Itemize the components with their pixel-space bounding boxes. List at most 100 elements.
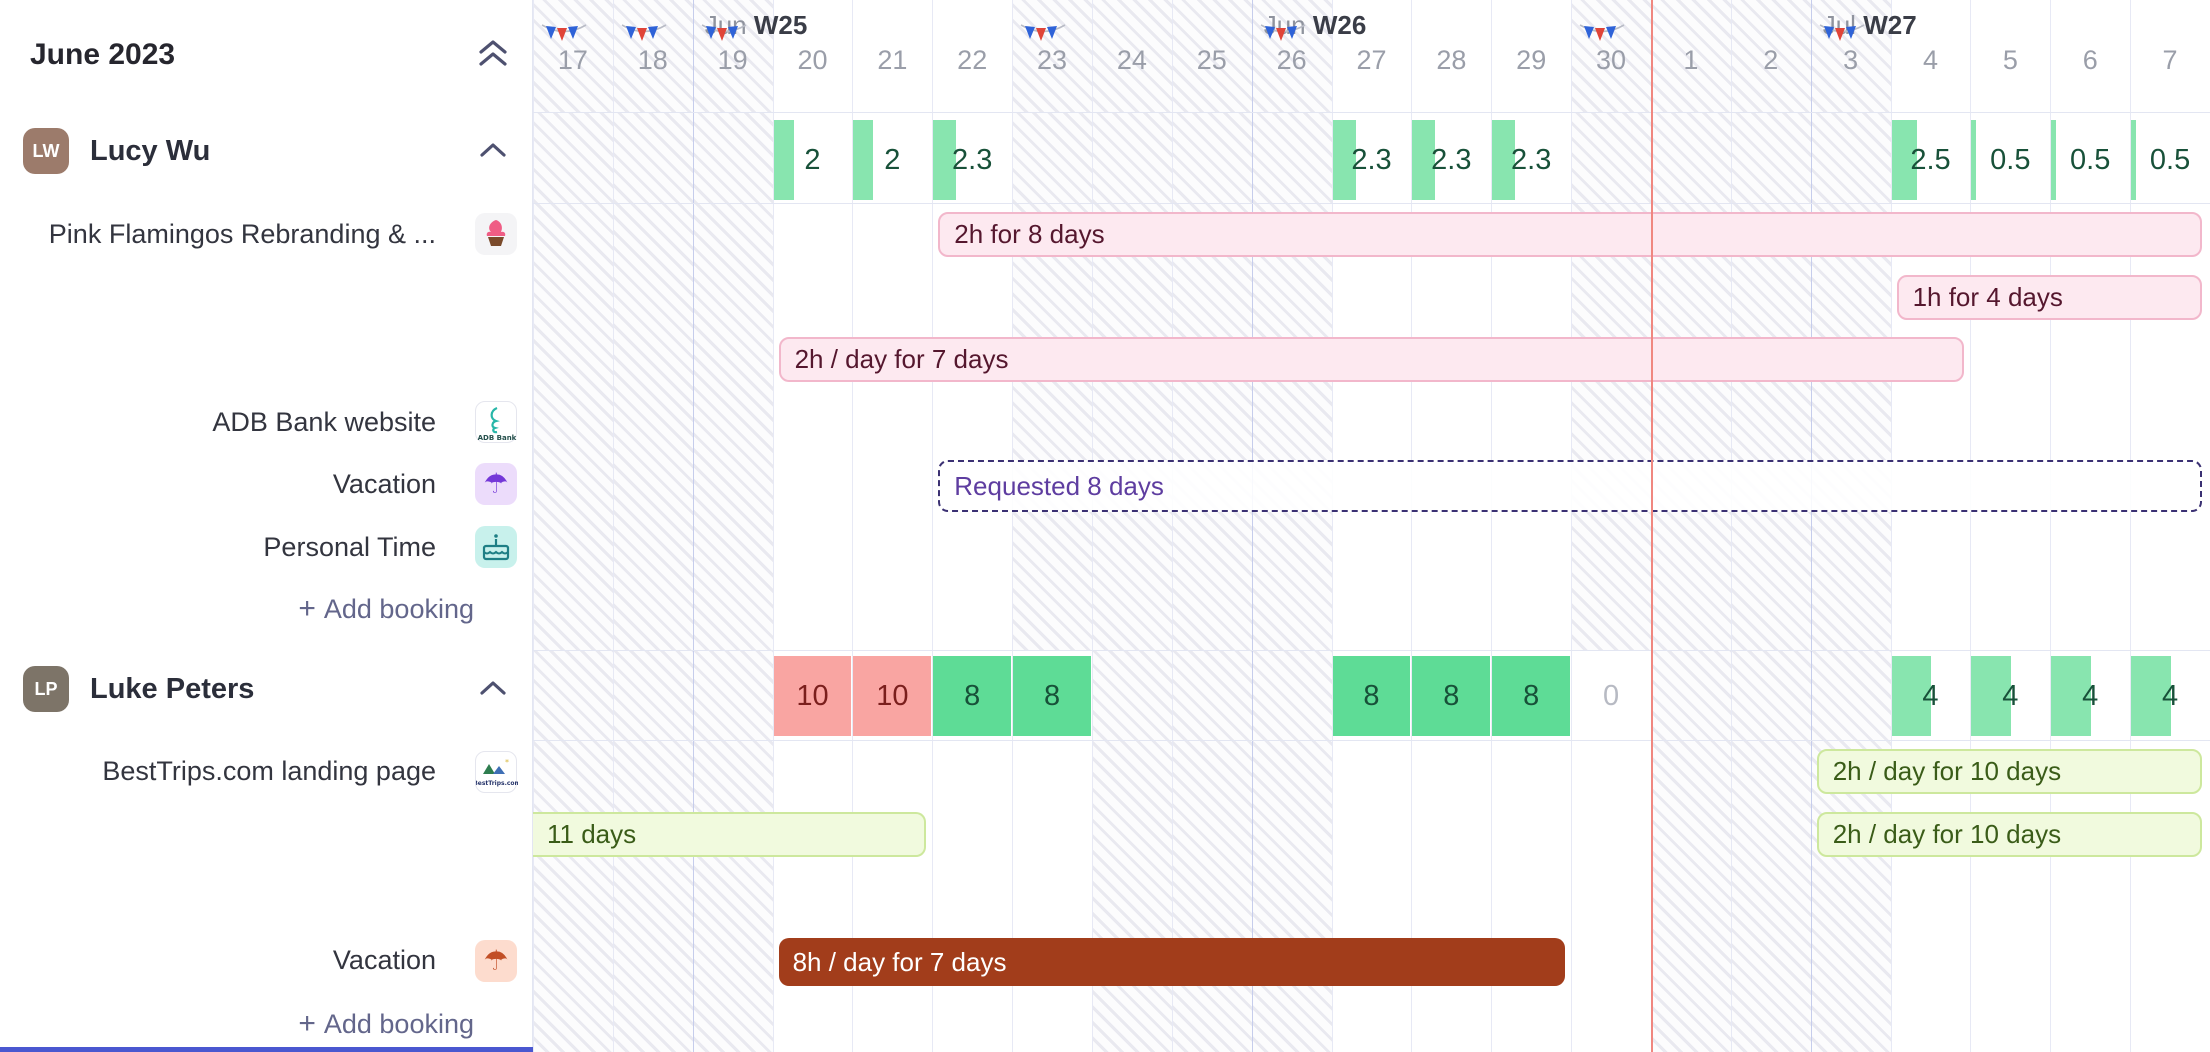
capacity-fill-strip bbox=[1971, 120, 1977, 200]
capacity-value: 8 bbox=[1443, 680, 1460, 712]
day-column bbox=[2130, 0, 2210, 112]
capacity-value: 10 bbox=[876, 680, 909, 712]
project-row-label[interactable]: ADB Bank website bbox=[212, 406, 436, 437]
capacity-fill-strip bbox=[1332, 120, 1356, 200]
day-number-label: 26 bbox=[1276, 45, 1307, 75]
booking-bar[interactable]: 2h / day for 10 days bbox=[1816, 749, 2202, 794]
capacity-cell: 4 bbox=[2131, 656, 2209, 736]
capacity-value: 4 bbox=[2082, 680, 2099, 712]
row-divider bbox=[0, 203, 2210, 204]
week-label: Jun W26 bbox=[1263, 10, 1367, 40]
booking-bar[interactable]: 2h for 8 days bbox=[938, 212, 2202, 257]
capacity-cell: 10 bbox=[853, 656, 932, 736]
day-column bbox=[1810, 0, 1891, 112]
capacity-cell: 0.5 bbox=[1971, 120, 2049, 200]
person-name: Luke Peters bbox=[90, 673, 255, 705]
capacity-cell: 8 bbox=[1412, 656, 1491, 736]
person-row[interactable]: LP Luke Peters bbox=[0, 650, 533, 740]
booking-bar[interactable]: 1h for 4 days bbox=[1896, 274, 2202, 320]
sidebar: June 2023 LW Lucy Wu Pink Flamingos Rebran… bbox=[0, 0, 533, 1052]
capacity-cell: 2.3 bbox=[1492, 120, 1570, 200]
booking-bar[interactable]: 2h / day for 10 days bbox=[1816, 812, 2202, 857]
project-row-label[interactable]: Vacation bbox=[332, 945, 436, 975]
project-row-label[interactable]: BestTrips.com landing page bbox=[102, 756, 436, 786]
capacity-fill-strip bbox=[853, 120, 874, 200]
day-column bbox=[612, 112, 693, 650]
day-column bbox=[2050, 112, 2131, 650]
capacity-fill-strip bbox=[2051, 656, 2092, 736]
day-column bbox=[612, 0, 693, 112]
day-column bbox=[1571, 0, 1651, 112]
day-number-label: 3 bbox=[1843, 45, 1859, 75]
double-chevron-up-icon[interactable] bbox=[477, 36, 509, 70]
day-column bbox=[1012, 0, 1092, 112]
month-title: June 2023 bbox=[30, 38, 176, 71]
holiday-flags-icon bbox=[619, 22, 669, 53]
holiday-flags-icon bbox=[539, 22, 589, 53]
capacity-value: 4 bbox=[2161, 680, 2179, 712]
capacity-cell: 2 bbox=[773, 120, 852, 200]
day-column bbox=[533, 0, 613, 112]
capacity-fill-strip bbox=[2051, 120, 2057, 200]
capacity-cell: 8 bbox=[1492, 656, 1571, 736]
plus-icon: + bbox=[298, 592, 316, 626]
capacity-value: 2 bbox=[804, 144, 821, 176]
capacity-cell: 0 bbox=[1572, 656, 1650, 736]
day-number-label: 27 bbox=[1356, 45, 1387, 75]
day-column bbox=[1251, 0, 1332, 112]
capacity-cell: 0.5 bbox=[2131, 120, 2209, 200]
capacity-fill-strip bbox=[1891, 656, 1932, 736]
booking-bar[interactable]: Requested 8 days bbox=[938, 460, 2202, 512]
capacity-cell: 4 bbox=[2051, 656, 2129, 736]
day-number-label: 19 bbox=[717, 45, 748, 75]
add-booking-button[interactable]: + Add booking bbox=[298, 1006, 474, 1040]
capacity-cell: 4 bbox=[1891, 656, 1970, 736]
capacity-value: 8 bbox=[1523, 680, 1540, 712]
day-column bbox=[1092, 0, 1172, 112]
add-booking-button[interactable]: + Add booking bbox=[298, 592, 474, 626]
chevron-up-icon[interactable] bbox=[479, 678, 507, 698]
booking-bar[interactable]: 11 days bbox=[533, 812, 927, 857]
capacity-fill-strip bbox=[1412, 120, 1436, 200]
day-column bbox=[692, 112, 773, 650]
day-number-label: 18 bbox=[637, 45, 668, 75]
day-column bbox=[1651, 0, 1731, 112]
capacity-value: 4 bbox=[2002, 680, 2019, 712]
capacity-value: 10 bbox=[796, 680, 829, 712]
capacity-cell: 10 bbox=[773, 656, 852, 736]
day-column bbox=[1651, 650, 1731, 1052]
booking-bar[interactable]: 8h / day for 7 days bbox=[778, 938, 1566, 986]
project-row-label[interactable]: Vacation bbox=[332, 469, 436, 499]
capacity-value: 2.3 bbox=[952, 144, 993, 176]
cupcake-icon bbox=[475, 213, 517, 256]
capacity-cell: 0.5 bbox=[2051, 120, 2129, 200]
capacity-value: 0 bbox=[1602, 680, 1620, 712]
horizontal-scrollbar[interactable] bbox=[0, 1047, 533, 1052]
day-column bbox=[1730, 650, 1811, 1052]
capacity-cell: 4 bbox=[1971, 656, 2049, 736]
holiday-flags-icon bbox=[1018, 22, 1068, 53]
day-column bbox=[932, 0, 1013, 112]
row-divider bbox=[0, 112, 2210, 113]
day-number-label: 25 bbox=[1196, 45, 1227, 75]
project-row-label[interactable]: Personal Time bbox=[263, 531, 436, 562]
capacity-value: 8 bbox=[1043, 680, 1061, 712]
umbrella-purple-icon: ☂ bbox=[475, 463, 517, 506]
chevron-up-icon[interactable] bbox=[479, 140, 507, 160]
booking-bar[interactable]: 2h / day for 7 days bbox=[778, 337, 1965, 382]
avatar: LP bbox=[23, 666, 69, 712]
day-column bbox=[1890, 0, 1971, 112]
holiday-flags-icon bbox=[1817, 22, 1867, 53]
capacity-value: 8 bbox=[1363, 680, 1380, 712]
capacity-value: 2 bbox=[884, 144, 901, 176]
capacity-fill-strip bbox=[2131, 120, 2137, 200]
adb-bank-logo-icon: ADB Bank bbox=[475, 400, 517, 443]
day-number-label: 6 bbox=[2082, 45, 2098, 75]
today-line bbox=[1651, 0, 1653, 1052]
capacity-cell: 8 bbox=[1332, 656, 1411, 736]
svg-text:*: * bbox=[505, 758, 509, 767]
capacity-fill-strip bbox=[1492, 120, 1516, 200]
person-row[interactable]: LW Lucy Wu bbox=[0, 112, 533, 203]
project-row-label[interactable]: Pink Flamingos Rebranding & ... bbox=[48, 219, 436, 249]
day-column bbox=[1331, 0, 1412, 112]
